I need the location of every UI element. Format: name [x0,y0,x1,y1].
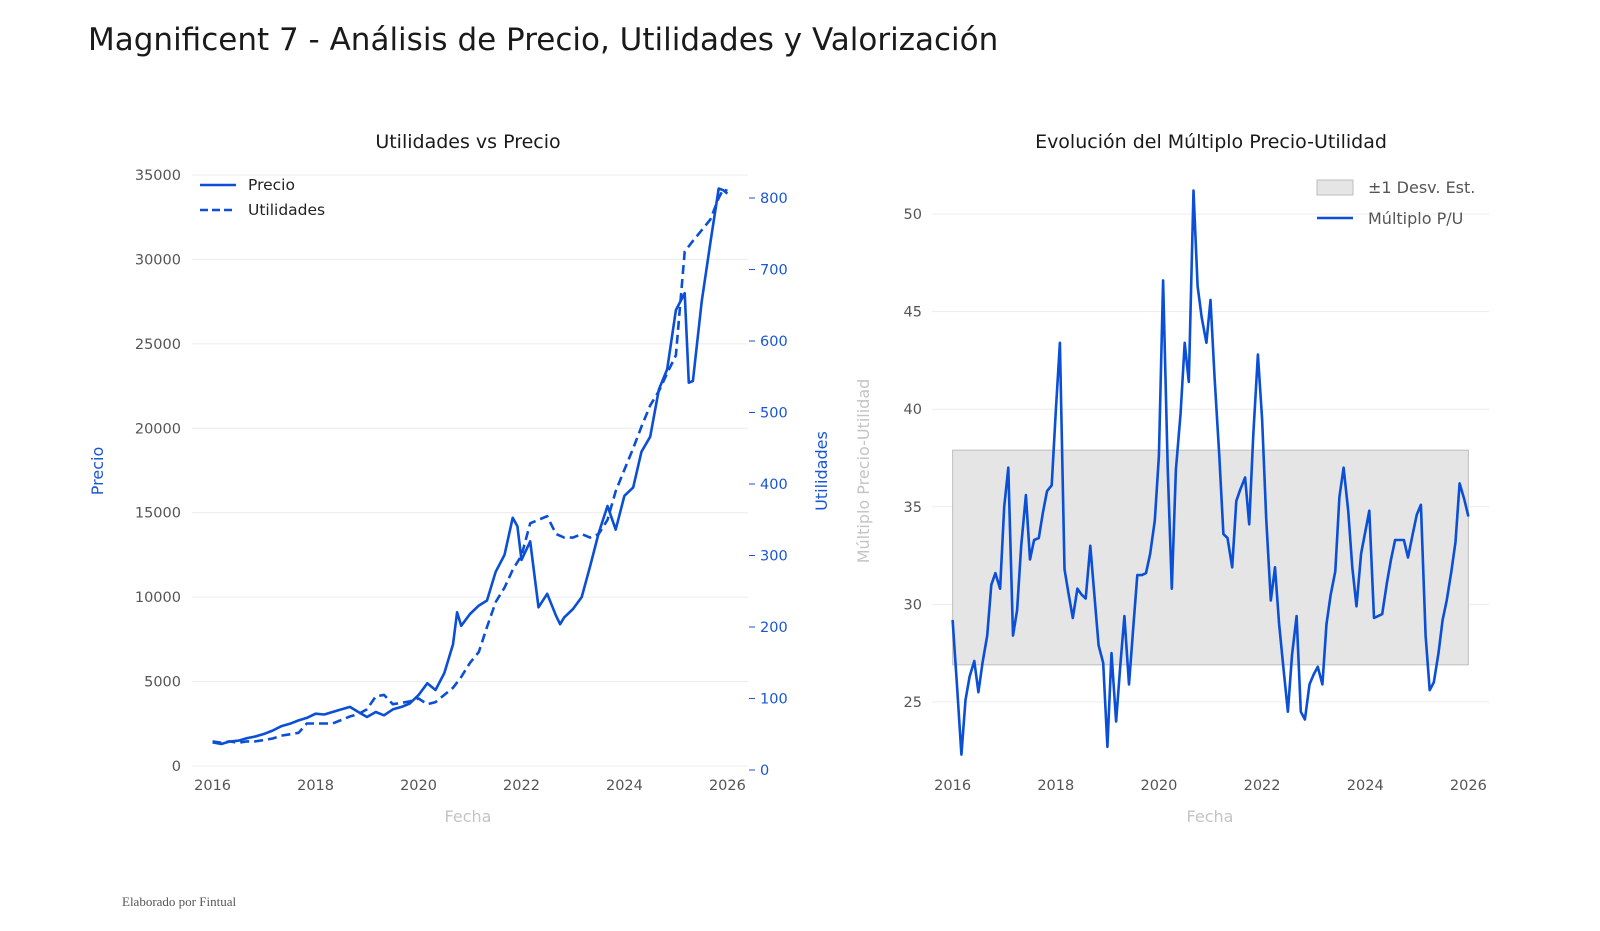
right-x-tick-label: 2018 [1037,778,1074,794]
left-chart-y-ticks: 0 5000 10000 15000 20000 25000 30000 35000 [135,168,181,775]
right-chart-x-ticks: 2016 2018 2020 2022 2024 2026 [934,778,1487,794]
std-dev-band [952,449,1469,666]
right-chart-legend: ±1 Desv. Est. Múltiplo P/U [1316,178,1475,228]
left-y2-tick-label: 600 [760,334,788,350]
left-chart-title: Utilidades vs Precio [375,131,560,153]
left-y2-tick-label: 800 [760,191,788,207]
left-chart-y-label: Precio [88,447,107,495]
left-x-tick-label: 2024 [606,778,643,794]
precio-line [212,187,729,746]
left-x-tick-label: 2018 [297,778,334,794]
left-y2-tick-label: 500 [760,406,788,422]
left-y2-tick-label: 400 [760,477,788,493]
left-x-tick-label: 2016 [194,778,231,794]
left-chart-legend: Precio Utilidades [200,176,325,219]
left-y2-tick-label: 300 [760,549,788,565]
right-x-tick-label: 2016 [934,778,971,794]
left-y2-tick-label: 0 [760,763,769,779]
left-y-tick-label: 5000 [144,675,181,691]
right-x-tick-label: 2026 [1450,778,1487,794]
right-y-tick-label: 35 [904,500,922,516]
left-chart-y2-ticks: 0 100 200 300 400 500 600 700 800 [749,191,788,779]
left-x-tick-label: 2022 [503,778,540,794]
left-y2-tick-label: 700 [760,263,788,279]
right-y-tick-label: 50 [904,207,922,223]
legend-multiplo-label: Múltiplo P/U [1368,209,1463,228]
right-y-tick-label: 25 [904,695,922,711]
left-y-tick-label: 0 [172,759,181,775]
multiplo-pu-line [951,189,1470,756]
left-y-tick-label: 10000 [135,590,181,606]
right-chart-title: Evolución del Múltiplo Precio-Utilidad [1035,131,1387,153]
page-title: Magnificent 7 - Análisis de Precio, Util… [88,22,999,58]
utilidades-line [212,188,728,745]
legend-band-label: ±1 Desv. Est. [1368,178,1475,197]
left-x-tick-label: 2026 [709,778,746,794]
left-y-tick-label: 25000 [135,337,181,353]
right-y-tick-label: 30 [904,597,922,613]
left-chart: Utilidades vs Precio 0500010000150002000… [88,131,831,826]
legend-utilidades-label: Utilidades [248,201,325,219]
legend-precio-label: Precio [248,176,295,194]
footer-credit: Elaborado por Fintual [122,894,237,909]
right-chart: Evolución del Múltiplo Precio-Utilidad 2… [854,131,1489,826]
left-y2-tick-label: 100 [760,692,788,708]
right-chart-x-label: Fecha [1187,807,1234,826]
left-y-tick-label: 20000 [135,421,181,437]
right-chart-y-label: Múltiplo Precio-Utilidad [854,379,873,564]
right-y-tick-label: 45 [904,305,922,321]
legend-band-swatch [1316,179,1354,196]
right-x-tick-label: 2024 [1347,778,1384,794]
right-x-tick-label: 2020 [1140,778,1177,794]
left-chart-x-ticks: 2016 2018 2020 2022 2024 2026 [194,778,746,794]
right-chart-y-ticks: 25 30 35 40 45 50 [904,207,922,711]
left-chart-y2-label: Utilidades [812,431,831,511]
left-y-tick-label: 15000 [135,506,181,522]
left-y2-tick-label: 200 [760,620,788,636]
left-chart-gridlines [192,174,748,767]
left-y-tick-label: 35000 [135,168,181,184]
right-y-tick-label: 40 [904,402,922,418]
left-x-tick-label: 2020 [400,778,437,794]
right-x-tick-label: 2022 [1244,778,1281,794]
left-y-tick-label: 30000 [135,252,181,268]
left-chart-x-label: Fecha [445,807,492,826]
